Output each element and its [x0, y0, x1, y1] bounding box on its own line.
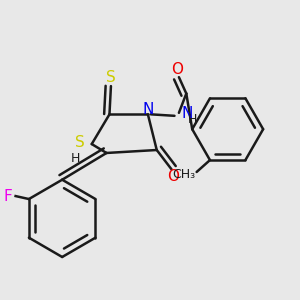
Text: S: S: [75, 135, 84, 150]
Text: O: O: [171, 62, 183, 77]
Text: CH₃: CH₃: [172, 168, 195, 182]
Text: S: S: [106, 70, 116, 85]
Text: O: O: [167, 169, 179, 184]
Text: N: N: [182, 106, 193, 121]
Text: F: F: [3, 189, 12, 204]
Text: H: H: [71, 152, 80, 165]
Text: H: H: [188, 113, 197, 126]
Text: N: N: [142, 102, 154, 117]
